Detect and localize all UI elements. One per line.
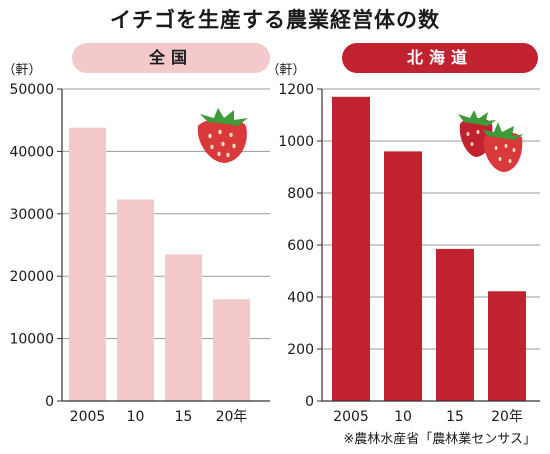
- source-note: ※農林水産省「農林業センサス」: [343, 432, 536, 447]
- y-tick-label: 50000: [9, 82, 54, 98]
- panel-label-national: 全国: [72, 43, 270, 73]
- y-tick-label: 0: [305, 394, 314, 410]
- x-tick-label: 2005: [70, 409, 106, 425]
- y-tick-label: 40000: [9, 144, 54, 160]
- national-chart: 0 10000 20000 30000 40000 50000 2005 10 15 20年 （軒）: [2, 63, 270, 425]
- x-tick-label: 2005: [333, 409, 369, 425]
- bar: [69, 127, 106, 402]
- y-tick-label: 1200: [278, 82, 314, 98]
- y-tick-label: 10000: [9, 332, 54, 348]
- x-tick-label: 15: [175, 409, 193, 425]
- bar: [436, 248, 474, 401]
- bar: [165, 254, 202, 401]
- y-tick-label: 0: [45, 394, 54, 410]
- y-tick-label: 30000: [9, 207, 54, 223]
- bar: [488, 291, 526, 401]
- bar: [332, 96, 370, 402]
- y-tick-label: 1000: [278, 134, 314, 150]
- bar: [117, 199, 154, 401]
- unit-label: （軒）: [2, 63, 41, 78]
- x-tick-label: 20年: [491, 409, 523, 425]
- strawberries-icon: [458, 110, 524, 172]
- y-tick-label: 800: [287, 186, 314, 202]
- hokkaido-chart: 0 200 400 600 800 1000 1200 2005 10 15 20年 （軒）: [266, 63, 540, 425]
- y-tick-label: 200: [287, 342, 314, 358]
- chart-title: イチゴを生産する農業経営体の数: [110, 8, 440, 32]
- x-tick-label: 10: [394, 409, 412, 425]
- bar: [384, 151, 422, 401]
- y-tick-label: 600: [287, 238, 314, 254]
- y-tick-label: 400: [287, 290, 314, 306]
- x-tick-label: 10: [127, 409, 145, 425]
- unit-label: （軒）: [266, 63, 305, 78]
- x-tick-label: 20年: [216, 409, 248, 425]
- bar: [213, 299, 250, 401]
- panel-label-hokkaido: 北海道: [342, 43, 538, 73]
- y-tick-label: 20000: [9, 269, 54, 285]
- strawberry-icon: [197, 108, 248, 163]
- x-tick-label: 15: [446, 409, 464, 425]
